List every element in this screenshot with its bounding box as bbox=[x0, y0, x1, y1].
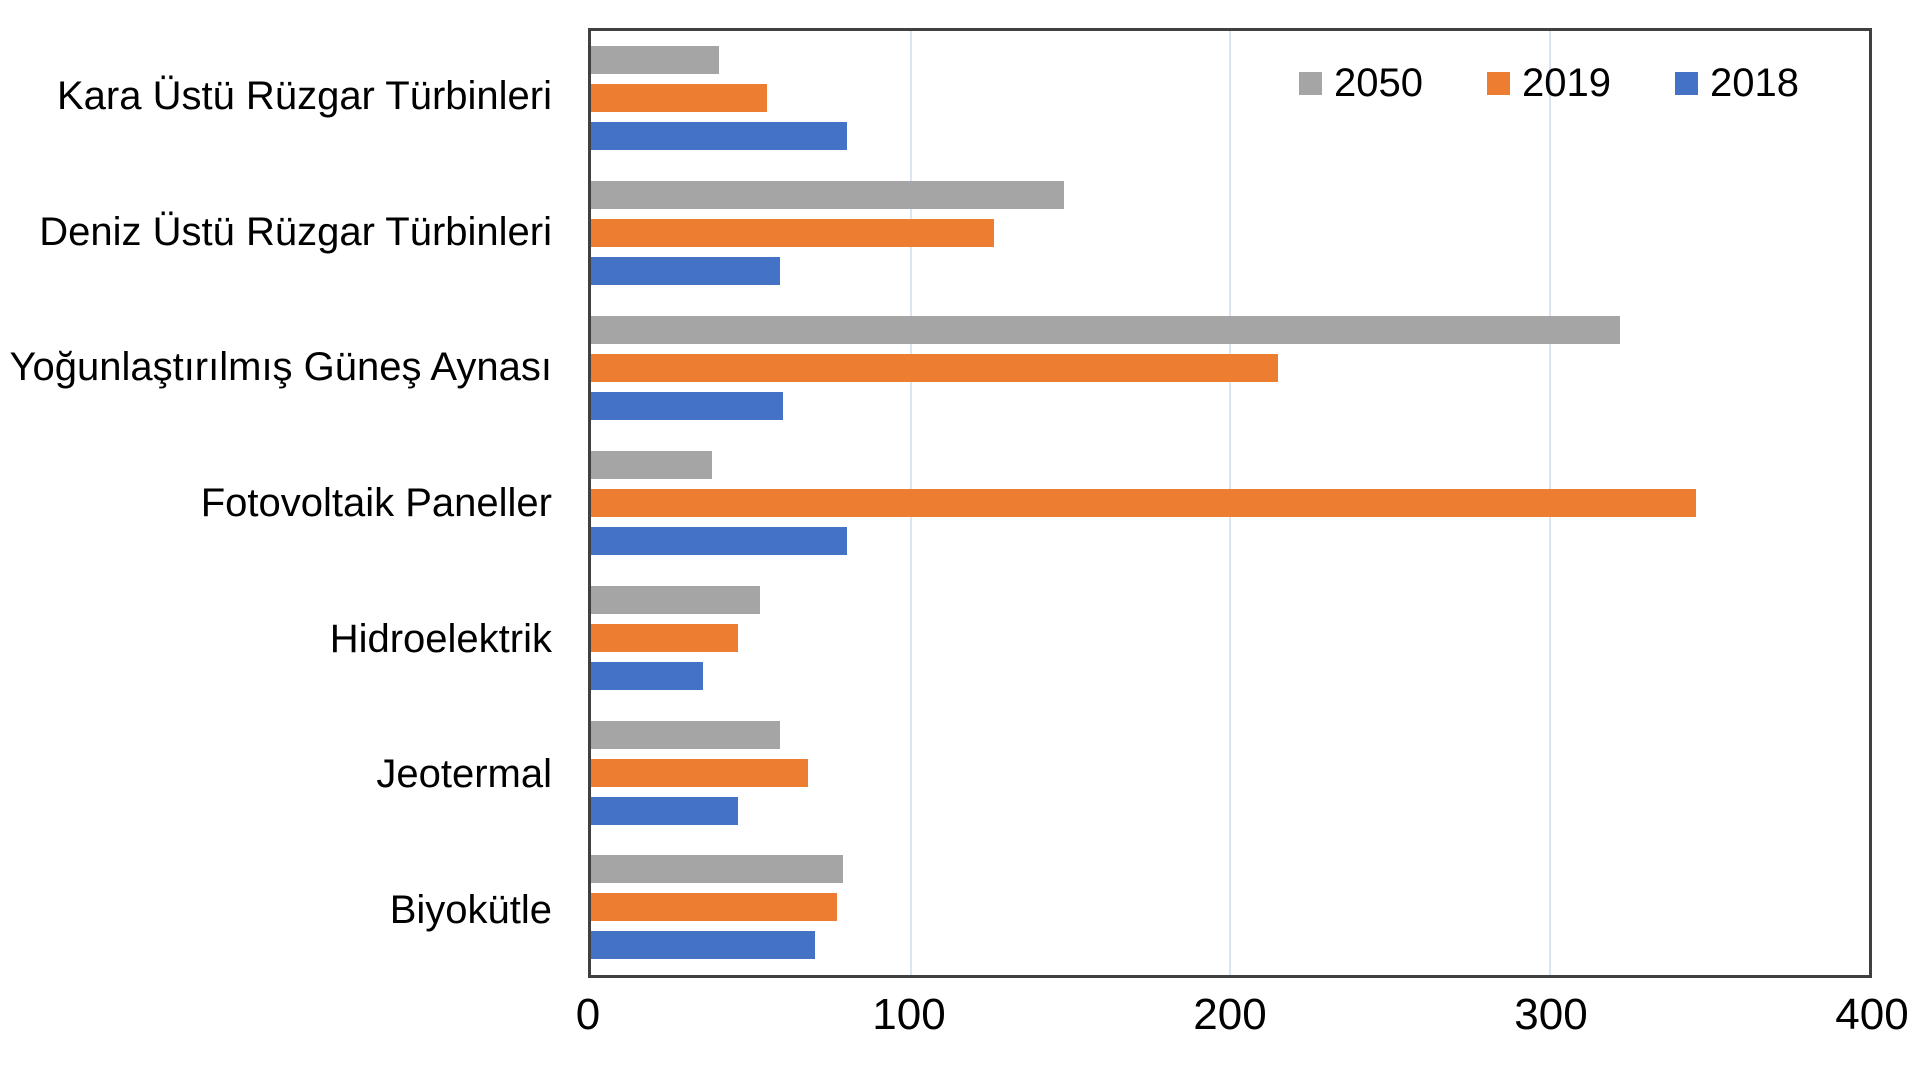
bar-2019 bbox=[591, 84, 767, 113]
bar-2018 bbox=[591, 257, 780, 286]
category-label: Biyokütle bbox=[389, 888, 552, 933]
bar-2019 bbox=[591, 488, 1697, 517]
bar-2018 bbox=[591, 931, 815, 960]
x-tick-label: 300 bbox=[1514, 990, 1588, 1039]
x-tick-label: 200 bbox=[1193, 990, 1267, 1039]
bar-2018 bbox=[591, 526, 847, 555]
legend-item-2018: 2018 bbox=[1675, 61, 1799, 106]
x-tick-label: 400 bbox=[1835, 990, 1909, 1039]
bar-2018 bbox=[591, 122, 847, 151]
bar-groups bbox=[591, 31, 1869, 975]
value-axis: 0 100 200 300 400 bbox=[576, 990, 1909, 1050]
legend-swatch-icon bbox=[1487, 72, 1511, 95]
category-label: Kara Üstü Rüzgar Türbinleri bbox=[56, 73, 552, 118]
bar-2018 bbox=[591, 392, 783, 421]
bar-2019 bbox=[591, 219, 994, 248]
bar-2050 bbox=[591, 855, 844, 884]
bar-2019 bbox=[591, 758, 809, 787]
bar-group bbox=[591, 450, 1869, 555]
category-label: Fotovoltaik Paneller bbox=[200, 481, 552, 526]
category-label: Hidroelektrik bbox=[329, 616, 552, 661]
legend-label: 2050 bbox=[1334, 61, 1424, 105]
bar-2019 bbox=[591, 354, 1278, 383]
category-label: Jeotermal bbox=[376, 752, 552, 797]
category-axis: Kara Üstü Rüzgar Türbinleri Deniz Üstü Rü… bbox=[0, 28, 556, 978]
legend-item-2050: 2050 bbox=[1299, 61, 1423, 106]
bar-2050 bbox=[591, 720, 780, 749]
bar-group bbox=[591, 585, 1869, 690]
plot-area: 2050 2019 2018 bbox=[588, 28, 1872, 978]
legend: 2050 2019 2018 bbox=[1299, 61, 1799, 106]
bar-2050 bbox=[591, 316, 1620, 345]
bar-group bbox=[591, 46, 1869, 151]
legend-swatch-icon bbox=[1675, 72, 1699, 95]
bar-2018 bbox=[591, 661, 703, 690]
category-label: Deniz Üstü Rüzgar Türbinleri bbox=[39, 209, 552, 254]
legend-item-2019: 2019 bbox=[1487, 61, 1611, 106]
bar-group bbox=[591, 316, 1869, 421]
legend-label: 2018 bbox=[1710, 61, 1799, 105]
x-tick-label: 0 bbox=[575, 990, 601, 1039]
bar-2019 bbox=[591, 893, 837, 922]
bar-group bbox=[591, 181, 1869, 286]
bar-2019 bbox=[591, 623, 738, 652]
legend-label: 2019 bbox=[1522, 61, 1612, 105]
bar-2018 bbox=[591, 796, 738, 825]
bar-2050 bbox=[591, 450, 713, 479]
bar-group bbox=[591, 855, 1869, 960]
bar-2050 bbox=[591, 46, 719, 75]
bar-2050 bbox=[591, 585, 761, 614]
bar-2050 bbox=[591, 181, 1064, 210]
x-tick-label: 100 bbox=[872, 990, 946, 1039]
bar-group bbox=[591, 720, 1869, 825]
category-label: Yoğunlaştırılmış Güneş Aynası bbox=[9, 345, 552, 390]
legend-swatch-icon bbox=[1299, 72, 1323, 95]
